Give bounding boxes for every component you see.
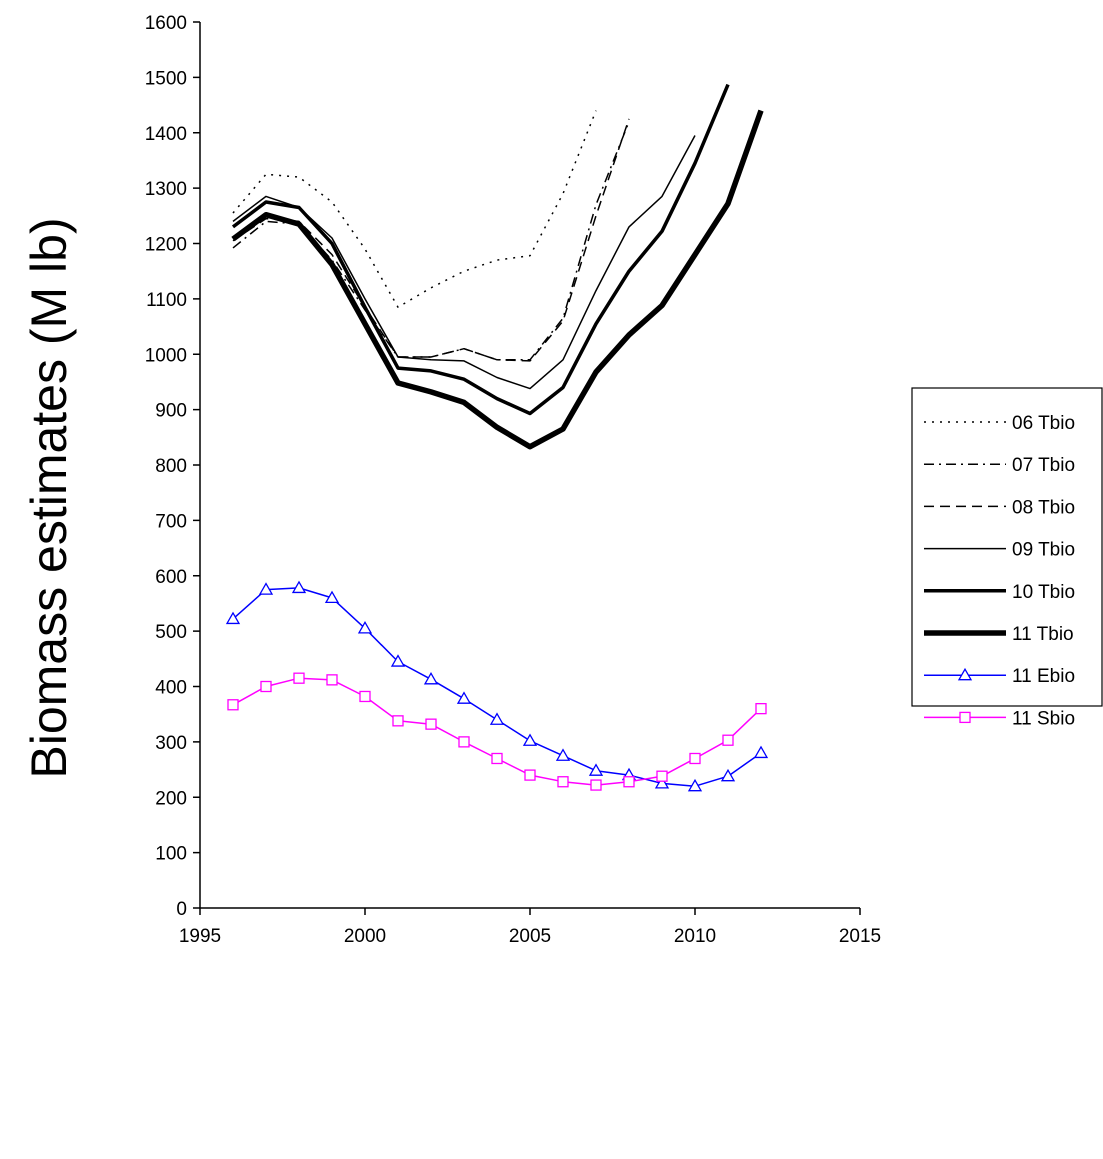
data-point: [522, 733, 538, 746]
data-point: [359, 690, 371, 703]
data-point: [753, 745, 769, 759]
y-tick-label: 1400: [145, 124, 187, 145]
data-point: [324, 590, 340, 604]
legend-box: [911, 387, 1103, 707]
legend: 06 Tbio 07 Tbio 08 Tbio 09 Tbio 10 Tbio 11 Tb…: [911, 387, 1103, 729]
y-tick-label: 1600: [145, 13, 187, 34]
y-tick-label: 1300: [145, 179, 187, 200]
legend-label: 11 Ebio: [1012, 666, 1075, 687]
x-tick-label: 2005: [509, 926, 551, 947]
data-point: [390, 654, 406, 667]
data-point: [291, 580, 307, 594]
data-point: [258, 582, 274, 595]
x-tick-label: 2000: [344, 926, 386, 947]
y-tick-label: 1100: [146, 290, 187, 311]
series-08-tbio: [232, 118, 630, 362]
y-tick-label: 0: [176, 899, 187, 920]
series-07-tbio: [232, 121, 630, 361]
legend-label: 06 Tbio: [1012, 413, 1075, 434]
legend-label: 10 Tbio: [1012, 582, 1075, 603]
legend-label: 08 Tbio: [1012, 497, 1075, 518]
y-tick-label: 400: [155, 678, 187, 699]
data-point: [687, 778, 703, 792]
data-point: [654, 776, 670, 789]
y-tick-label: 800: [155, 456, 187, 477]
data-point: [425, 718, 437, 730]
data-point: [689, 752, 701, 765]
series-11-sbio: [227, 672, 767, 791]
data-point: [260, 680, 272, 693]
y-axis-title: Biomass estimates (M lb): [21, 217, 77, 778]
legend-label: 09 Tbio: [1012, 540, 1075, 561]
data-point: [227, 699, 239, 711]
legend-label: 11 Sbio: [1012, 708, 1075, 729]
data-point: [524, 769, 536, 781]
legend-label: 11 Tbio: [1012, 624, 1074, 645]
series-11-tbio: [231, 109, 764, 450]
data-point: [722, 734, 734, 746]
y-tick-label: 900: [155, 401, 187, 422]
y-tick-label: 1500: [145, 68, 187, 89]
series-line: [232, 135, 696, 390]
series-line: [232, 118, 630, 362]
data-point: [720, 768, 736, 782]
data-point: [489, 712, 505, 725]
data-point: [656, 770, 668, 782]
data-point: [458, 736, 470, 748]
y-tick-label: 1000: [145, 345, 187, 366]
legend-marker: [959, 711, 971, 724]
series-line: [232, 121, 630, 361]
x-tick-label: 2010: [674, 926, 716, 947]
series-line: [232, 677, 762, 786]
y-tick-label: 1200: [145, 235, 187, 256]
axes: 0 100 200 300 400 500 600 700 800 900 1000 1100 1200…: [145, 13, 881, 947]
series-06-tbio: [232, 110, 597, 308]
series-09-tbio: [232, 135, 696, 390]
data-point: [623, 776, 635, 788]
series-line: [231, 83, 730, 416]
x-tick-label: 2015: [839, 926, 881, 947]
data-point: [357, 621, 373, 634]
data-point: [588, 763, 604, 776]
data-point: [326, 674, 338, 686]
data-point: [755, 703, 767, 715]
series-line: [231, 109, 764, 450]
y-tick-label: 200: [155, 788, 187, 809]
legend-label: 07 Tbio: [1012, 455, 1075, 476]
data-point: [225, 611, 241, 625]
series-line: [232, 110, 597, 308]
y-tick-label: 500: [155, 622, 187, 643]
data-point: [590, 779, 602, 791]
series-layer: [225, 83, 769, 792]
data-point: [392, 715, 404, 727]
data-point: [293, 672, 305, 684]
data-point: [491, 752, 503, 765]
data-point: [456, 691, 472, 704]
y-tick-label: 300: [155, 733, 187, 754]
data-point: [555, 748, 571, 761]
x-tick-label: 1995: [179, 926, 221, 947]
data-point: [423, 671, 439, 685]
data-point: [557, 776, 569, 788]
y-tick-label: 100: [155, 844, 187, 865]
legend-marker: [957, 667, 973, 681]
series-10-tbio: [231, 83, 730, 416]
y-tick-label: 600: [155, 567, 187, 588]
y-tick-label: 700: [155, 511, 187, 532]
